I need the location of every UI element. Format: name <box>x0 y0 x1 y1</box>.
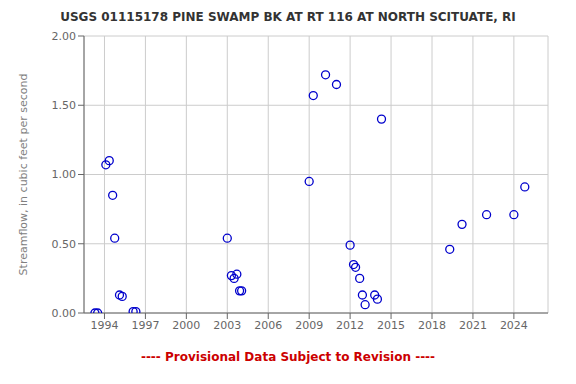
svg-text:1994: 1994 <box>90 319 118 332</box>
svg-text:Streamflow, in cubic feet per: Streamflow, in cubic feet per second <box>17 74 30 276</box>
svg-text:1.50: 1.50 <box>52 99 77 112</box>
svg-text:2015: 2015 <box>377 319 405 332</box>
html-text:---- Provisional Data Subject: ---- Provisional Data Subject to Revisio… <box>140 350 436 364</box>
svg-text:0.50: 0.50 <box>52 238 77 251</box>
svg-text:2003: 2003 <box>213 319 241 332</box>
svg-text:0.00: 0.00 <box>52 307 77 320</box>
svg-text:2009: 2009 <box>295 319 323 332</box>
svg-text:2018: 2018 <box>418 319 446 332</box>
svg-text:1.00: 1.00 <box>52 168 77 181</box>
svg-text:2.00: 2.00 <box>52 30 77 43</box>
svg-text:2012: 2012 <box>336 319 364 332</box>
svg-text:2006: 2006 <box>254 319 282 332</box>
svg-text:2000: 2000 <box>172 319 200 332</box>
svg-text:1997: 1997 <box>131 319 159 332</box>
svg-text:2024: 2024 <box>500 319 528 332</box>
svg-text:2021: 2021 <box>459 319 487 332</box>
html-text:USGS 01115178 PINE SWAMP BK AT: USGS 01115178 PINE SWAMP BK AT RT 116 AT… <box>60 10 516 24</box>
